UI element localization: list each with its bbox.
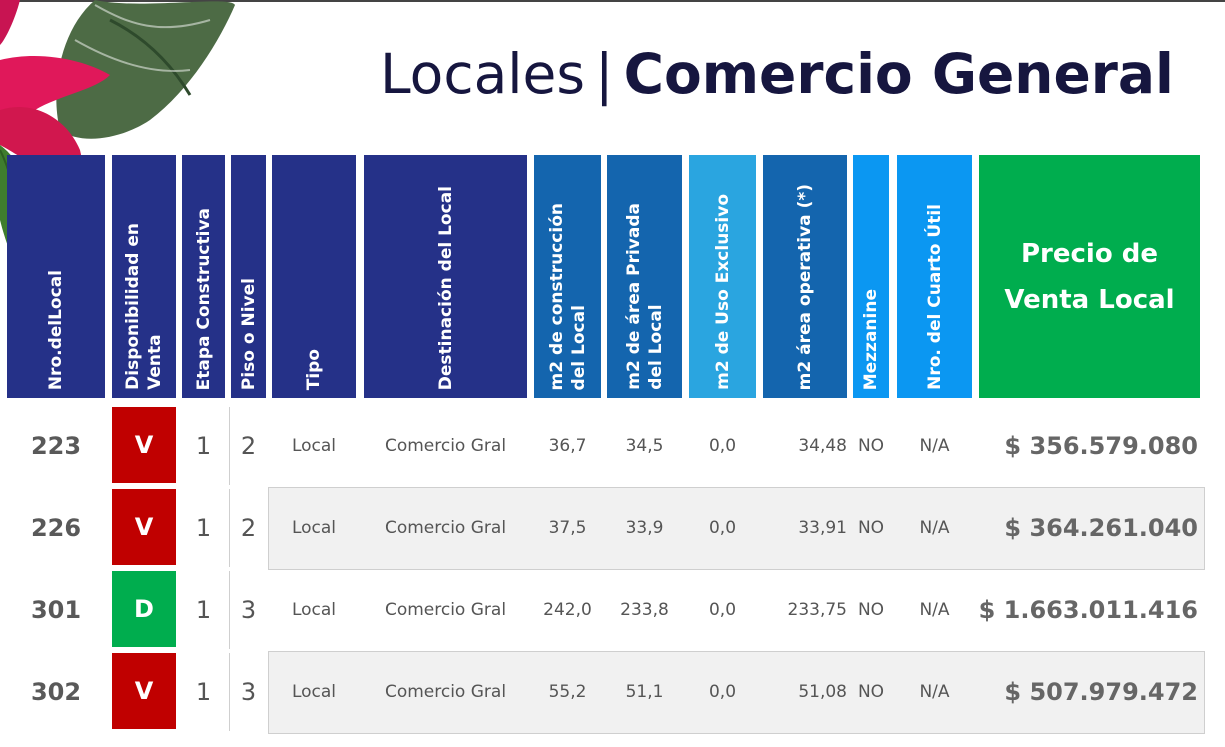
cell-cuarto-util: N/A	[919, 600, 950, 620]
header-cuarto-util-label: Nro. del Cuarto Útil	[924, 204, 945, 390]
top-border	[0, 0, 1225, 2]
header-disponibilidad: Disponibilidad en Venta	[112, 155, 176, 398]
cell-m2-operativa: 233,75	[787, 600, 847, 620]
title-separator: |	[595, 42, 614, 106]
cell-nro-local: 226	[30, 514, 82, 542]
cell-piso: 3	[240, 596, 257, 624]
cell-tipo: Local	[291, 682, 337, 702]
header-m2-uso-exclusivo: m2 de Uso Exclusivo	[689, 155, 756, 398]
cell-m2-uso-exclusivo: 0,0	[708, 600, 737, 620]
cell-piso: 2	[240, 432, 257, 460]
header-tipo: Tipo	[272, 155, 356, 398]
header-precio: Precio de Venta Local	[979, 155, 1200, 398]
cell-m2-uso-exclusivo: 0,0	[708, 518, 737, 538]
cell-etapa: 1	[195, 678, 212, 706]
status-badge-vendido: V	[112, 407, 176, 483]
cell-mezzanine: NO	[857, 436, 885, 456]
cell-m2-operativa: 33,91	[798, 518, 847, 538]
header-m2-uso-exclusivo-label: m2 de Uso Exclusivo	[712, 194, 733, 390]
header-m2-construccion: m2 de construcción del Local	[534, 155, 601, 398]
cell-tipo: Local	[291, 600, 337, 620]
status-badge-vendido: V	[112, 489, 176, 565]
cell-m2-construccion: 37,5	[548, 518, 587, 538]
header-m2-privada: m2 de área Privada del Local	[607, 155, 682, 398]
cell-cuarto-util: N/A	[919, 436, 950, 456]
row-background	[268, 487, 1205, 570]
header-destinacion-label: Destinación del Local	[435, 185, 456, 390]
cell-tipo: Local	[291, 436, 337, 456]
cell-etapa: 1	[195, 432, 212, 460]
cell-precio: $ 364.261.040	[1004, 514, 1198, 542]
header-precio-label: Precio de Venta Local	[1004, 238, 1175, 315]
header-m2-operativa-label: m2 área operativa (*)	[795, 183, 815, 390]
header-disponibilidad-label: Disponibilidad en Venta	[123, 223, 165, 390]
header-cuarto-util: Nro. del Cuarto Útil	[897, 155, 972, 398]
header-mezzanine: Mezzanine	[853, 155, 889, 398]
header-nro-local: Nro.delLocal	[7, 155, 105, 398]
status-badge-disponible: D	[112, 571, 176, 647]
header-mezzanine-label: Mezzanine	[861, 288, 881, 390]
header-piso: Piso o Nivel	[231, 155, 266, 398]
cell-m2-construccion: 242,0	[543, 600, 592, 620]
header-etapa: Etapa Constructiva	[182, 155, 225, 398]
cell-m2-uso-exclusivo: 0,0	[708, 682, 737, 702]
page-title: Locales | Comercio General	[380, 42, 1174, 106]
cell-etapa: 1	[195, 514, 212, 542]
header-piso-label: Piso o Nivel	[238, 277, 259, 390]
cell-destinacion: Comercio Gral	[384, 682, 507, 702]
column-divider	[229, 489, 230, 567]
column-divider	[229, 407, 230, 485]
cell-piso: 3	[240, 678, 257, 706]
header-etapa-label: Etapa Constructiva	[193, 207, 214, 390]
cell-precio: $ 356.579.080	[1004, 432, 1198, 460]
row-background	[268, 651, 1205, 734]
header-m2-construccion-label: m2 de construcción del Local	[546, 202, 589, 390]
cell-nro-local: 301	[30, 596, 82, 624]
cell-m2-privada: 34,5	[625, 436, 664, 456]
cell-nro-local: 302	[30, 678, 82, 706]
cell-destinacion: Comercio Gral	[384, 436, 507, 456]
cell-precio: $ 1.663.011.416	[978, 596, 1198, 624]
header-tipo-label: Tipo	[304, 348, 324, 390]
cell-m2-uso-exclusivo: 0,0	[708, 436, 737, 456]
header-m2-operativa: m2 área operativa (*)	[763, 155, 847, 398]
cell-m2-privada: 51,1	[625, 682, 664, 702]
cell-destinacion: Comercio Gral	[384, 600, 507, 620]
cell-m2-privada: 233,8	[620, 600, 669, 620]
cell-m2-privada: 33,9	[625, 518, 664, 538]
column-divider	[229, 571, 230, 649]
cell-m2-operativa: 51,08	[798, 682, 847, 702]
title-bold: Comercio General	[623, 42, 1174, 106]
cell-cuarto-util: N/A	[919, 518, 950, 538]
cell-precio: $ 507.979.472	[1004, 678, 1198, 706]
cell-mezzanine: NO	[857, 518, 885, 538]
cell-tipo: Local	[291, 518, 337, 538]
cell-nro-local: 223	[30, 432, 82, 460]
cell-cuarto-util: N/A	[919, 682, 950, 702]
header-m2-privada-label: m2 de área Privada del Local	[623, 203, 666, 390]
cell-m2-operativa: 34,48	[798, 436, 847, 456]
cell-etapa: 1	[195, 596, 212, 624]
cell-destinacion: Comercio Gral	[384, 518, 507, 538]
cell-m2-construccion: 36,7	[548, 436, 587, 456]
cell-piso: 2	[240, 514, 257, 542]
cell-m2-construccion: 55,2	[548, 682, 587, 702]
cell-mezzanine: NO	[857, 600, 885, 620]
header-destinacion: Destinación del Local	[364, 155, 527, 398]
cell-mezzanine: NO	[857, 682, 885, 702]
title-light: Locales	[380, 42, 586, 106]
status-badge-vendido: V	[112, 653, 176, 729]
column-divider	[229, 653, 230, 731]
header-nro-local-label: Nro.delLocal	[46, 269, 66, 390]
